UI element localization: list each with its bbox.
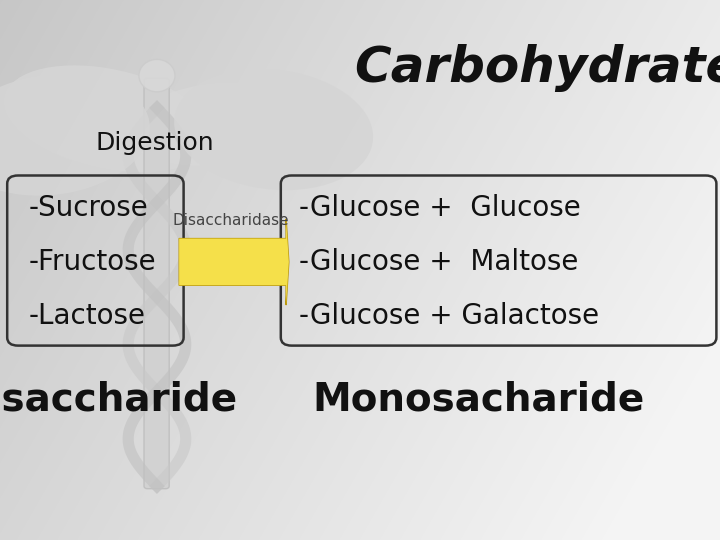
Text: Disaccharide: Disaccharide bbox=[0, 381, 238, 418]
Ellipse shape bbox=[4, 65, 212, 172]
Text: -Fructose: -Fructose bbox=[29, 248, 156, 276]
Ellipse shape bbox=[174, 69, 373, 190]
Text: -Lactose: -Lactose bbox=[29, 302, 145, 330]
Text: -Sucrose: -Sucrose bbox=[29, 194, 148, 222]
Text: Digestion: Digestion bbox=[96, 131, 214, 155]
Text: Carbohydrate: Carbohydrate bbox=[354, 44, 720, 91]
Text: -Glucose +  Glucose: -Glucose + Glucose bbox=[299, 194, 580, 222]
FancyBboxPatch shape bbox=[144, 78, 169, 489]
Text: -Glucose +  Maltose: -Glucose + Maltose bbox=[299, 248, 578, 276]
Text: Disaccharidase: Disaccharidase bbox=[172, 213, 289, 228]
Ellipse shape bbox=[127, 83, 305, 166]
Ellipse shape bbox=[0, 75, 150, 195]
Text: -Glucose + Galactose: -Glucose + Galactose bbox=[299, 302, 599, 330]
Ellipse shape bbox=[139, 59, 175, 92]
Text: Monosacharide: Monosacharide bbox=[312, 381, 645, 418]
